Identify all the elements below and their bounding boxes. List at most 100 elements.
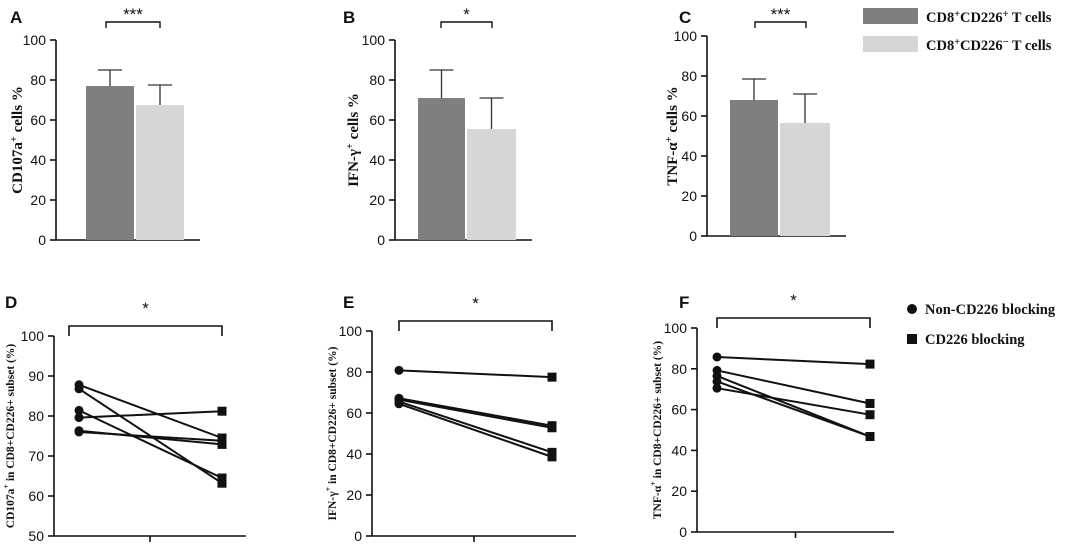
panel-e-pair-line-1	[398, 369, 553, 379]
panel-e-point-blocking-4	[547, 447, 557, 457]
panel-a-tick-label: 60	[30, 112, 46, 128]
panel-f-point-blocking-4	[865, 432, 875, 442]
panel-a-tick-label: 100	[23, 32, 47, 48]
panel-f-pair-line-4	[716, 380, 871, 438]
panel-b-tick-label: 80	[369, 72, 385, 88]
panel-c-bar-2	[780, 123, 830, 236]
panel-e-tick-label: 80	[346, 364, 362, 380]
panel-f-point-blocking-5	[865, 410, 875, 420]
panel-e-significance-label: *	[472, 294, 479, 313]
panel-a-y-axis-title: CD107a+ cells %	[9, 86, 26, 194]
panel-d-tick-label: 50	[28, 528, 44, 544]
panel-d-y-axis-title: CD107a+ in CD8+CD226+ subset (%)	[2, 344, 17, 529]
panel-b-tick-label: 100	[362, 32, 386, 48]
panel-d-point-nonblocking-6	[74, 427, 84, 437]
panel-c-y-axis-title: TNF-α+ cells %	[664, 86, 681, 185]
panel-d-point-blocking-2	[217, 478, 227, 488]
panel-f-point-nonblocking-1	[712, 352, 722, 362]
panel-d-significance-bracket	[68, 325, 223, 336]
panel-f-pair-line-1	[716, 355, 871, 366]
panel-a-tick-label: 40	[30, 152, 46, 168]
panel-f-pair-line-5	[716, 387, 871, 416]
panel-e-tick-label: 0	[354, 528, 362, 544]
legend-marker-square	[907, 334, 917, 344]
panel-d-point-blocking-3	[217, 473, 227, 483]
panel-b-bar-1	[418, 98, 465, 240]
panel-f-significance-label: *	[790, 291, 797, 310]
panel-a-letter: A	[10, 8, 22, 27]
panel-c-bar-1	[730, 100, 778, 236]
panel-f-point-blocking-2	[865, 398, 875, 408]
panel-f-tick-label: 100	[664, 320, 688, 336]
panel-f-point-blocking-1	[865, 359, 875, 369]
legend-swatch-1	[863, 8, 918, 24]
panel-b-tick-label: 40	[369, 152, 385, 168]
panel-c-letter: C	[679, 8, 691, 27]
panel-c-tick-label: 60	[681, 108, 697, 124]
panel-f-letter: F	[679, 293, 689, 312]
panel-b-significance-label: *	[463, 5, 470, 24]
panel-d-point-nonblocking-4	[74, 413, 84, 423]
panel-b-significance-bracket	[440, 21, 493, 28]
panel-c-tick-label: 100	[674, 28, 698, 44]
panel-c-tick-label: 20	[681, 188, 697, 204]
panel-a-significance-label: ***	[123, 5, 143, 24]
panel-d-point-blocking-4	[217, 406, 227, 416]
panel-a-tick-label: 80	[30, 72, 46, 88]
panel-e-tick-label: 60	[346, 405, 362, 421]
panel-a-bar-1	[86, 86, 134, 240]
panel-f-tick-label: 20	[671, 483, 687, 499]
panel-a-bar-2	[136, 105, 184, 240]
panel-e-tick-label: 40	[346, 446, 362, 462]
panel-d-tick-label: 100	[21, 328, 45, 344]
panel-f-tick-label: 0	[679, 524, 687, 540]
panel-c-significance-label: ***	[771, 5, 791, 24]
panel-d-point-nonblocking-3	[74, 405, 84, 415]
panel-e-tick-label: 100	[339, 323, 363, 339]
panel-a-tick-label: 0	[38, 232, 46, 248]
panel-d-tick-label: 90	[28, 368, 44, 384]
panel-e-point-blocking-1	[547, 372, 557, 382]
legend-label-1: CD8+CD226+ T cells	[926, 9, 1052, 26]
panel-b-bar-2	[467, 129, 516, 240]
panel-a-tick-label: 20	[30, 192, 46, 208]
panel-e-significance-bracket	[398, 320, 553, 331]
panel-f-tick-label: 40	[671, 442, 687, 458]
panel-f-point-nonblocking-5	[712, 383, 722, 393]
legend-swatch-2	[863, 36, 918, 52]
panel-b-letter: B	[343, 8, 355, 27]
panel-f-pair-line-2	[716, 369, 871, 405]
panel-e-y-axis-title: IFN-γ+ in CD8+CD226+ subset (%)	[324, 346, 339, 520]
panel-e-letter: E	[343, 293, 354, 312]
panel-c-significance-bracket	[754, 21, 807, 28]
panel-e-point-blocking-5	[547, 452, 557, 462]
panel-b-tick-label: 0	[377, 232, 385, 248]
panel-f-point-nonblocking-4	[712, 376, 722, 386]
panel-d-significance-label: *	[142, 299, 149, 318]
legend-marker-circle	[907, 304, 917, 314]
panel-b-tick-label: 20	[369, 192, 385, 208]
panel-e-pair-line-3	[398, 398, 553, 429]
panel-c-tick-label: 80	[681, 68, 697, 84]
panel-e-point-nonblocking-5	[394, 399, 404, 409]
panel-e-pair-line-4	[398, 400, 553, 454]
panel-d-letter: D	[5, 293, 17, 312]
panel-c-tick-label: 0	[689, 228, 697, 244]
panel-d-pair-line-6	[78, 431, 223, 442]
panel-d-pair-line-3	[78, 409, 223, 479]
panel-c-tick-label: 40	[681, 148, 697, 164]
panel-e-pair-line-5	[398, 402, 553, 458]
panel-e-point-nonblocking-1	[394, 365, 404, 375]
panel-b-tick-label: 60	[369, 112, 385, 128]
panel-e-pair-line-2	[398, 397, 553, 427]
panel-d-pair-line-1	[78, 383, 223, 439]
panel-d-tick-label: 60	[28, 488, 44, 504]
panel-d-tick-label: 80	[28, 408, 44, 424]
legend-line-label-1: Non-CD226 blocking	[925, 302, 1056, 318]
panel-f-tick-label: 80	[671, 361, 687, 377]
panel-b-y-axis-title: IFN-γ+ cells %	[345, 93, 362, 187]
panel-d-pair-line-4	[78, 410, 223, 419]
panel-d-point-nonblocking-2	[74, 384, 84, 394]
legend-label-2: CD8+CD226− T cells	[926, 37, 1052, 54]
